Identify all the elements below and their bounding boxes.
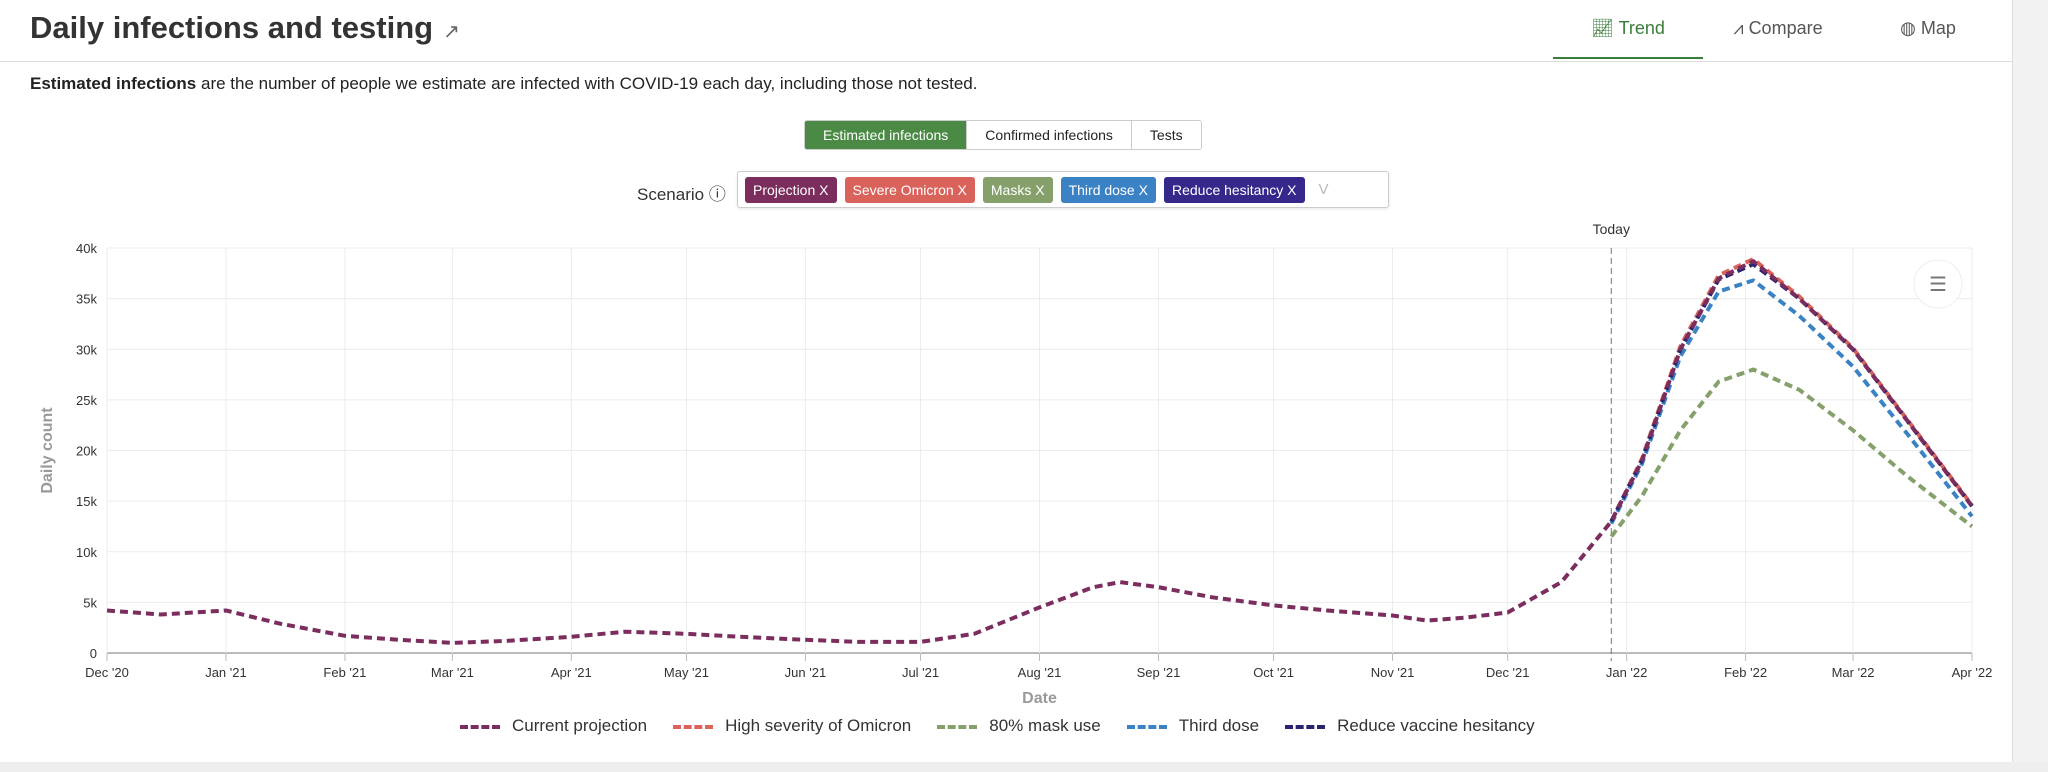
view-tabs: 📈︎ Trend ⩘ Compare ◍ Map bbox=[1553, 18, 2003, 59]
scenario-label-text: Scenario bbox=[637, 185, 705, 204]
chevron-down-icon[interactable]: V bbox=[1318, 181, 1329, 198]
x-tick-label: Feb '21 bbox=[323, 665, 366, 680]
chip-label: Projection bbox=[753, 181, 816, 198]
tab-compare[interactable]: ⩘ Compare bbox=[1703, 18, 1853, 59]
title-text: Daily infections and testing bbox=[30, 10, 434, 45]
chip-label: Reduce hesitancy bbox=[1171, 181, 1284, 198]
legend-label: High severity of Omicron bbox=[725, 716, 912, 735]
chip-severe-omicron[interactable]: Severe Omicron X bbox=[844, 176, 975, 203]
remove-icon[interactable]: X bbox=[1035, 181, 1045, 198]
x-tick-label: Jan '21 bbox=[205, 665, 247, 680]
tab-label: Trend bbox=[1618, 18, 1665, 38]
legend-item[interactable]: Third dose bbox=[1126, 716, 1260, 736]
x-tick-label: Feb '22 bbox=[1724, 665, 1767, 680]
y-tick-label: 25k bbox=[76, 393, 97, 408]
remove-icon[interactable]: X bbox=[1138, 181, 1148, 198]
y-tick-label: 20k bbox=[76, 444, 97, 459]
page-title: Daily infections and testing ↗ bbox=[30, 10, 460, 46]
toggle-tests[interactable]: Tests bbox=[1131, 121, 1201, 149]
toggle-estimated-infections[interactable]: Estimated infections bbox=[805, 121, 968, 149]
today-label: Today bbox=[1593, 221, 1630, 237]
series-line-80-mask-use bbox=[1609, 367, 1974, 538]
y-tick-label: 15k bbox=[76, 494, 97, 509]
chip-masks[interactable]: Masks X bbox=[982, 176, 1053, 203]
legend-item[interactable]: 80% mask use bbox=[937, 716, 1101, 736]
line-chart-icon: 📈︎ bbox=[1591, 18, 1619, 38]
x-tick-label: Nov '21 bbox=[1371, 665, 1415, 680]
series-line-current-projection bbox=[106, 259, 1974, 645]
y-tick-label: 10k bbox=[76, 545, 97, 560]
legend-item[interactable]: High severity of Omicron bbox=[673, 716, 911, 736]
description-term: Estimated infections bbox=[30, 74, 197, 93]
compare-chart-icon: ⩘ bbox=[1733, 18, 1749, 38]
x-tick-label: Mar '21 bbox=[431, 665, 474, 680]
x-tick-label: Jul '21 bbox=[902, 665, 939, 680]
chip-label: Third dose bbox=[1068, 181, 1135, 198]
chip-reduce-hesitancy[interactable]: Reduce hesitancy X bbox=[1163, 176, 1305, 203]
sliders-icon: ☰ bbox=[1929, 274, 1947, 296]
chip-label: Masks bbox=[990, 181, 1032, 198]
legend-swatch bbox=[1126, 724, 1167, 729]
legend-item[interactable]: Current projection bbox=[460, 716, 647, 736]
bottom-edge bbox=[0, 762, 2048, 772]
y-tick-label: 30k bbox=[76, 342, 97, 357]
description-text: are the number of people we estimate are… bbox=[196, 74, 978, 93]
chip-label: Severe Omicron bbox=[852, 181, 954, 198]
legend-swatch bbox=[460, 724, 500, 729]
scenario-label: Scenario ⓘ bbox=[637, 180, 726, 205]
legend-swatch bbox=[1285, 724, 1326, 729]
legend-swatch bbox=[937, 724, 978, 729]
tab-map[interactable]: ◍ Map bbox=[1853, 18, 2003, 59]
x-tick-label: Dec '21 bbox=[1486, 665, 1530, 680]
x-axis-title: Date bbox=[1022, 690, 1057, 707]
x-tick-label: Mar '22 bbox=[1832, 665, 1875, 680]
metric-toggle: Estimated infections Confirmed infection… bbox=[804, 120, 1202, 150]
x-tick-label: Apr '21 bbox=[551, 665, 592, 680]
remove-icon[interactable]: X bbox=[957, 181, 967, 198]
legend-item[interactable]: Reduce vaccine hesitancy bbox=[1285, 716, 1535, 736]
x-tick-label: Apr '22 bbox=[1952, 665, 1993, 680]
y-tick-label: 35k bbox=[76, 292, 97, 307]
legend-swatch bbox=[673, 724, 714, 729]
y-tick-label: 5k bbox=[83, 595, 97, 610]
header-divider bbox=[0, 61, 2012, 62]
chip-third-dose[interactable]: Third dose X bbox=[1060, 176, 1156, 203]
y-tick-label: 0 bbox=[90, 646, 97, 661]
legend-label: Third dose bbox=[1178, 716, 1260, 735]
x-tick-label: Aug '21 bbox=[1018, 665, 1062, 680]
chart-settings-button[interactable] bbox=[1913, 259, 1963, 309]
info-icon[interactable]: ⓘ bbox=[708, 185, 726, 204]
legend: Current projection High severity of Omic… bbox=[460, 716, 1535, 736]
description: Estimated infections are the number of p… bbox=[30, 74, 977, 94]
chip-projection[interactable]: Projection X bbox=[745, 176, 837, 203]
x-tick-label: Jan '22 bbox=[1606, 665, 1648, 680]
series-line-third-dose bbox=[1609, 278, 1974, 525]
tab-label: Map bbox=[1920, 18, 1956, 38]
scrollbar[interactable] bbox=[2012, 0, 2048, 772]
x-tick-label: May '21 bbox=[664, 665, 709, 680]
external-link-icon[interactable]: ↗ bbox=[443, 21, 460, 43]
remove-icon[interactable]: X bbox=[819, 181, 829, 198]
scenario-select[interactable]: Projection X Severe Omicron X Masks X Th… bbox=[737, 171, 1389, 208]
legend-label: Current projection bbox=[512, 716, 648, 735]
x-tick-label: Oct '21 bbox=[1253, 665, 1294, 680]
y-axis-title: Daily count bbox=[39, 407, 56, 494]
legend-label: Reduce vaccine hesitancy bbox=[1337, 716, 1535, 735]
x-tick-label: Dec '20 bbox=[85, 665, 129, 680]
legend-label: 80% mask use bbox=[989, 716, 1101, 735]
remove-icon[interactable]: X bbox=[1287, 181, 1297, 198]
tab-label: Compare bbox=[1748, 18, 1823, 38]
toggle-confirmed-infections[interactable]: Confirmed infections bbox=[967, 121, 1132, 149]
tab-trend[interactable]: 📈︎ Trend bbox=[1553, 18, 1703, 59]
y-tick-label: 40k bbox=[76, 241, 97, 256]
globe-icon: ◍ bbox=[1900, 18, 1921, 38]
x-tick-label: Jun '21 bbox=[785, 665, 827, 680]
x-tick-label: Sep '21 bbox=[1137, 665, 1181, 680]
